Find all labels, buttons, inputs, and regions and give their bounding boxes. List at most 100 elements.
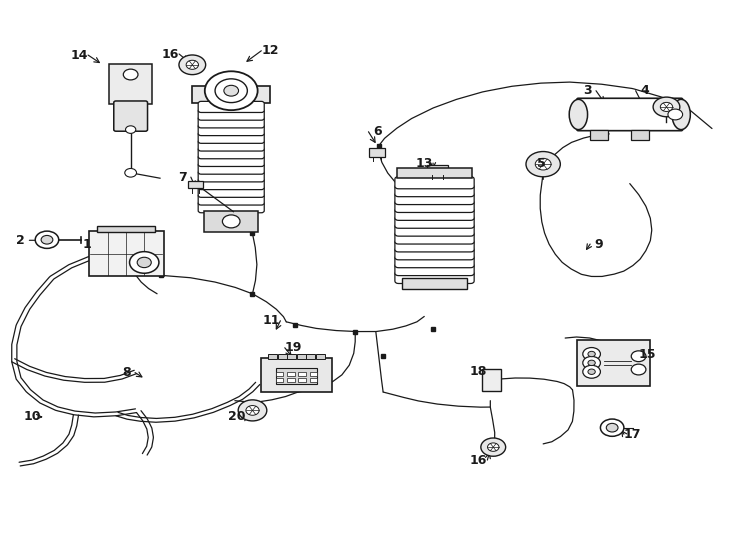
Circle shape [668, 109, 683, 120]
Bar [188, 181, 203, 188]
Text: 16: 16 [470, 454, 487, 467]
FancyBboxPatch shape [395, 264, 474, 275]
Bar [369, 148, 385, 157]
Circle shape [125, 168, 137, 177]
FancyBboxPatch shape [577, 340, 650, 386]
Circle shape [583, 356, 600, 369]
Bar [287, 378, 294, 382]
Circle shape [224, 85, 239, 96]
Bar [287, 372, 294, 376]
Circle shape [205, 71, 258, 110]
FancyBboxPatch shape [395, 192, 474, 205]
Text: 7: 7 [178, 171, 186, 184]
Circle shape [137, 257, 151, 268]
FancyBboxPatch shape [198, 163, 264, 174]
Text: 20: 20 [228, 410, 245, 423]
Bar [192, 86, 270, 103]
Text: 14: 14 [70, 49, 88, 62]
Text: 3: 3 [583, 84, 592, 97]
Circle shape [246, 406, 259, 415]
FancyBboxPatch shape [395, 177, 474, 189]
Text: 17: 17 [624, 428, 642, 441]
Bar [402, 278, 467, 289]
FancyBboxPatch shape [395, 255, 474, 268]
Bar [276, 378, 283, 382]
Circle shape [481, 438, 506, 456]
Bar [276, 368, 317, 384]
FancyBboxPatch shape [114, 101, 148, 131]
FancyBboxPatch shape [395, 240, 474, 252]
Bar [310, 378, 317, 382]
Text: 2: 2 [16, 234, 25, 247]
Bar [397, 168, 472, 178]
Circle shape [588, 360, 595, 366]
FancyBboxPatch shape [395, 224, 474, 236]
Text: 1: 1 [82, 238, 91, 251]
Text: 12: 12 [261, 44, 279, 57]
Bar [316, 354, 324, 359]
Circle shape [583, 365, 600, 378]
Text: 4: 4 [640, 84, 649, 97]
Ellipse shape [570, 99, 587, 130]
FancyBboxPatch shape [198, 171, 264, 182]
Text: 10: 10 [23, 410, 41, 423]
Bar [204, 211, 258, 232]
Ellipse shape [672, 99, 690, 130]
Bar [297, 354, 305, 359]
FancyBboxPatch shape [395, 248, 474, 260]
Bar [631, 130, 649, 140]
FancyBboxPatch shape [198, 194, 264, 205]
Circle shape [588, 352, 595, 357]
Bar [276, 372, 283, 376]
Bar [269, 354, 277, 359]
FancyBboxPatch shape [89, 231, 164, 276]
Text: 16: 16 [161, 48, 179, 60]
Text: 6: 6 [373, 125, 382, 138]
Circle shape [179, 55, 206, 75]
Text: 19: 19 [285, 341, 302, 354]
Circle shape [631, 351, 646, 362]
FancyBboxPatch shape [577, 98, 683, 131]
Bar [482, 369, 501, 391]
FancyBboxPatch shape [198, 109, 264, 120]
FancyBboxPatch shape [198, 147, 264, 159]
FancyBboxPatch shape [198, 125, 264, 136]
Text: 9: 9 [595, 238, 603, 251]
FancyBboxPatch shape [198, 132, 264, 143]
Bar [306, 354, 315, 359]
Circle shape [600, 419, 624, 436]
Bar [299, 378, 306, 382]
Circle shape [606, 423, 618, 432]
Circle shape [661, 103, 672, 111]
Circle shape [129, 252, 159, 273]
Circle shape [41, 235, 53, 244]
Circle shape [487, 443, 499, 451]
FancyBboxPatch shape [395, 200, 474, 212]
Circle shape [222, 215, 240, 228]
FancyBboxPatch shape [395, 185, 474, 197]
Bar [590, 130, 608, 140]
Circle shape [35, 231, 59, 248]
Circle shape [588, 369, 595, 374]
Circle shape [535, 158, 551, 170]
FancyBboxPatch shape [395, 208, 474, 220]
FancyBboxPatch shape [198, 201, 264, 213]
Bar [288, 354, 297, 359]
Circle shape [653, 97, 680, 117]
Text: 18: 18 [470, 365, 487, 378]
FancyBboxPatch shape [395, 271, 474, 284]
FancyBboxPatch shape [198, 102, 264, 112]
FancyBboxPatch shape [198, 117, 264, 128]
FancyBboxPatch shape [395, 216, 474, 228]
Circle shape [583, 348, 600, 361]
Bar [299, 372, 306, 376]
Bar [310, 372, 317, 376]
FancyBboxPatch shape [198, 186, 264, 197]
Bar [98, 226, 155, 232]
Circle shape [631, 364, 646, 375]
FancyBboxPatch shape [198, 179, 264, 190]
Text: 5: 5 [537, 157, 546, 170]
FancyBboxPatch shape [395, 232, 474, 244]
Circle shape [526, 152, 560, 177]
Circle shape [215, 79, 247, 103]
